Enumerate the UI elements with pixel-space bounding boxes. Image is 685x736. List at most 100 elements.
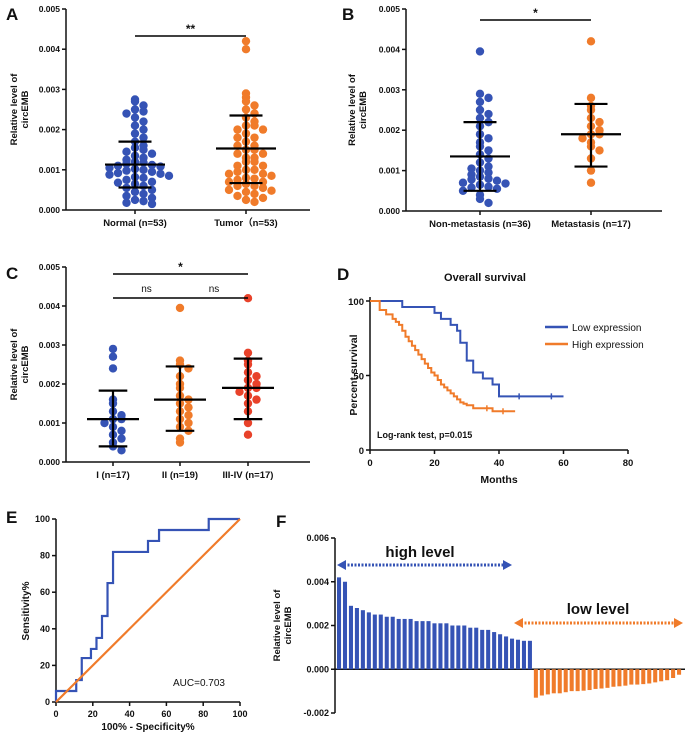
bar <box>545 669 550 695</box>
bar <box>414 621 419 670</box>
panel-C: C 0.000 0.001 0.002 0.003 0.004 0.005 Relative … <box>6 260 310 481</box>
bar <box>420 621 425 670</box>
y-tick-label: 0.002 <box>306 621 329 631</box>
bar <box>372 614 377 670</box>
data-point <box>139 125 148 134</box>
x-tick-label: 100 <box>232 709 247 719</box>
panel-F: F -0.002 0.000 0.002 0.004 0.006 Relative leve… <box>272 512 685 718</box>
y-axis-label: circEMB <box>20 90 31 128</box>
data-point <box>595 146 604 155</box>
y-tick-label: 0.003 <box>379 85 401 95</box>
data-point <box>130 97 140 106</box>
panel-label: F <box>276 512 286 531</box>
data-point <box>130 113 140 122</box>
data-point <box>147 177 157 187</box>
data-point <box>156 169 165 179</box>
y-axis-label: Relative level of <box>9 328 20 401</box>
data-point <box>130 121 140 130</box>
data-point <box>467 175 476 184</box>
x-tick-label: Non-metastasis (n=36) <box>429 219 531 230</box>
data-point <box>475 113 485 123</box>
x-tick-label: 20 <box>429 458 440 469</box>
data-point <box>130 129 140 138</box>
bar <box>432 623 437 670</box>
data-point <box>586 93 596 103</box>
y-tick-label: -0.002 <box>303 708 329 718</box>
bar <box>384 616 389 670</box>
high-level-arrow-head <box>503 560 512 570</box>
bar <box>569 669 574 692</box>
roc-curve <box>54 517 240 702</box>
data-point <box>139 189 148 199</box>
bar <box>515 639 521 670</box>
survival-curve <box>370 300 516 413</box>
bar <box>623 669 628 686</box>
bar <box>378 614 383 670</box>
data-point <box>267 171 276 181</box>
data-point <box>250 157 259 166</box>
data-point <box>147 193 157 203</box>
bar <box>468 627 473 670</box>
high-level-arrow-head <box>337 560 346 570</box>
annotation: Log-rank test, p=0.015 <box>377 430 472 440</box>
data-point <box>105 170 114 179</box>
bar <box>587 669 592 691</box>
y-tick-label: 0.002 <box>39 379 61 389</box>
data-point <box>258 169 268 179</box>
y-tick-label: 0 <box>359 446 364 457</box>
data-point <box>484 162 493 171</box>
x-tick-label: II (n=19) <box>162 470 198 481</box>
legend-label: Low expression <box>572 323 641 334</box>
bar <box>486 629 491 670</box>
x-tick-label: 60 <box>558 458 569 469</box>
data-point <box>233 191 242 201</box>
bar <box>629 669 634 685</box>
data-point <box>241 45 251 54</box>
data-point <box>122 147 131 156</box>
data-point <box>250 197 259 207</box>
data-point <box>467 183 476 192</box>
y-tick-label: 80 <box>40 551 50 561</box>
data-point <box>164 171 174 181</box>
x-tick-label: 20 <box>88 709 98 719</box>
y-tick-label: 0.000 <box>39 457 61 467</box>
y-tick-label: 20 <box>40 660 50 670</box>
x-axis-label: 100% - Specificity% <box>101 722 194 733</box>
bar <box>635 669 640 685</box>
data-point <box>250 145 259 154</box>
data-point <box>243 348 253 357</box>
bar <box>575 669 580 692</box>
x-tick-label: Metastasis (n=17) <box>551 219 630 230</box>
bar <box>444 623 449 670</box>
data-point <box>484 146 493 155</box>
y-tick-label: 0.004 <box>39 301 61 311</box>
data-point <box>258 183 268 193</box>
data-point <box>250 121 259 130</box>
data-point <box>122 166 131 175</box>
y-tick-label: 0.001 <box>39 165 61 175</box>
bar <box>539 669 544 696</box>
bar <box>599 669 604 689</box>
data-point <box>252 372 261 381</box>
y-tick-label: 0.002 <box>39 125 61 135</box>
x-tick-label: 40 <box>125 709 135 719</box>
bar <box>366 612 371 670</box>
chart-title: Overall survival <box>444 272 526 284</box>
y-axis-label: circEMB <box>358 91 369 129</box>
y-tick-label: 100 <box>35 514 50 524</box>
bar <box>677 669 682 675</box>
x-tick-label: I (n=17) <box>96 470 130 481</box>
y-tick-label: 0.004 <box>379 44 401 54</box>
data-point <box>233 175 242 185</box>
y-tick-label: 0.003 <box>39 340 61 350</box>
data-point <box>108 352 118 361</box>
data-point <box>117 434 126 443</box>
bar <box>617 669 622 687</box>
x-tick-label: 60 <box>161 709 171 719</box>
data-point <box>175 303 185 313</box>
data-point <box>258 161 268 170</box>
data-point <box>258 125 268 134</box>
data-point <box>252 395 261 404</box>
bar <box>665 669 670 681</box>
bar <box>426 621 431 670</box>
